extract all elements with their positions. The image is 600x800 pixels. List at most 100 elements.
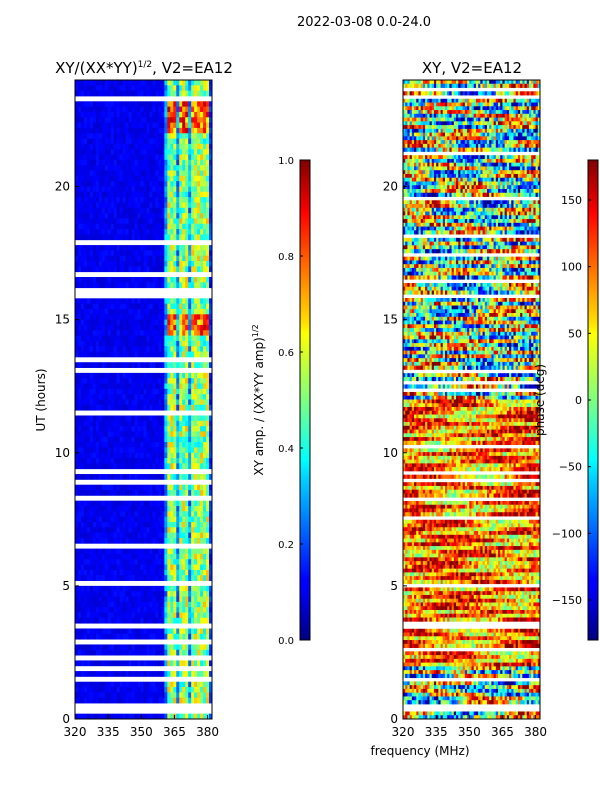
heatmap-cell bbox=[152, 298, 156, 305]
heatmap-cell bbox=[167, 282, 171, 289]
heatmap-cell bbox=[206, 101, 210, 108]
heatmap-cell bbox=[209, 165, 212, 171]
heatmap-cell bbox=[158, 170, 162, 177]
heatmap-cell bbox=[146, 660, 150, 667]
heatmap-cell bbox=[101, 511, 106, 518]
heatmap-cell bbox=[182, 154, 186, 161]
heatmap-cell bbox=[92, 500, 97, 507]
heatmap-cell bbox=[526, 83, 530, 88]
heatmap-cell bbox=[442, 102, 446, 107]
heatmap-cell bbox=[447, 106, 450, 111]
heatmap-cell bbox=[170, 521, 174, 528]
heatmap-cell bbox=[182, 213, 186, 219]
heatmap-cell bbox=[110, 452, 115, 459]
heatmap-cell bbox=[75, 420, 79, 427]
heatmap-cell bbox=[173, 213, 177, 219]
heatmap-cell bbox=[164, 447, 168, 454]
heatmap-cell bbox=[462, 91, 466, 96]
heatmap-cell bbox=[137, 548, 141, 555]
heatmap-cell bbox=[140, 452, 144, 459]
heatmap-cell bbox=[134, 516, 138, 523]
heatmap-cell bbox=[176, 388, 180, 395]
heatmap-cell bbox=[173, 671, 177, 677]
heatmap-cell bbox=[185, 644, 189, 651]
heatmap-cell bbox=[209, 335, 212, 342]
heatmap-cell bbox=[83, 569, 88, 576]
heatmap-cell bbox=[89, 213, 94, 219]
heatmap-cell bbox=[86, 671, 91, 677]
heatmap-cell bbox=[89, 186, 94, 193]
heatmap-cell bbox=[128, 223, 132, 230]
heatmap-cell bbox=[98, 266, 103, 273]
left-colorbar-ticks: 0.00.20.40.60.81.0 bbox=[278, 156, 303, 647]
heatmap-cell bbox=[92, 277, 97, 283]
heatmap-cell bbox=[438, 91, 441, 96]
heatmap-cell bbox=[95, 266, 100, 273]
heatmap-cell bbox=[197, 308, 201, 315]
heatmap-cell bbox=[104, 564, 109, 571]
heatmap-cell bbox=[101, 80, 106, 86]
heatmap-cell bbox=[146, 165, 150, 171]
heatmap-cell bbox=[119, 452, 124, 459]
heatmap-cell bbox=[83, 692, 88, 699]
heatmap-cell bbox=[116, 202, 121, 209]
heatmap-cell bbox=[206, 692, 210, 699]
heatmap-cell bbox=[143, 372, 147, 379]
heatmap-cell bbox=[146, 633, 150, 640]
heatmap-cell bbox=[134, 537, 138, 544]
heatmap-cell bbox=[149, 346, 153, 352]
heatmap-cell bbox=[411, 83, 415, 88]
heatmap-cell bbox=[98, 628, 103, 635]
heatmap-cell bbox=[140, 250, 144, 257]
heatmap-cell bbox=[182, 527, 186, 534]
heatmap-cell bbox=[152, 250, 156, 257]
heatmap-cell bbox=[176, 277, 180, 283]
heatmap-cell bbox=[185, 697, 189, 704]
heatmap-cell bbox=[134, 351, 138, 358]
heatmap-cell bbox=[188, 133, 192, 139]
heatmap-cell bbox=[83, 159, 88, 166]
heatmap-cell bbox=[140, 463, 144, 470]
heatmap-cell bbox=[170, 127, 174, 134]
heatmap-cell bbox=[200, 234, 204, 241]
heatmap-cell bbox=[158, 154, 162, 161]
heatmap-cell bbox=[134, 394, 138, 400]
heatmap-cell bbox=[191, 351, 195, 358]
heatmap-cell bbox=[131, 85, 135, 92]
heatmap-cell bbox=[161, 463, 165, 470]
heatmap-cell bbox=[203, 303, 207, 310]
heatmap-cell bbox=[444, 80, 448, 85]
heatmap-cell bbox=[209, 484, 212, 491]
heatmap-cell bbox=[200, 458, 204, 464]
heatmap-cell bbox=[167, 628, 171, 635]
heatmap-cell bbox=[104, 697, 109, 704]
heatmap-cell bbox=[92, 255, 97, 262]
heatmap-cell bbox=[77, 612, 82, 619]
heatmap-cell bbox=[194, 692, 198, 699]
heatmap-cell bbox=[209, 213, 212, 219]
heatmap-cell bbox=[86, 266, 91, 273]
heatmap-cell bbox=[140, 314, 144, 321]
heatmap-cell bbox=[146, 229, 150, 235]
heatmap-cell bbox=[86, 431, 91, 438]
heatmap-cell bbox=[77, 548, 82, 555]
heatmap-cell bbox=[128, 362, 132, 368]
heatmap-cell bbox=[149, 372, 153, 379]
heatmap-cell bbox=[433, 106, 437, 111]
heatmap-cell bbox=[164, 442, 168, 448]
heatmap-cell bbox=[140, 612, 144, 619]
heatmap-cell bbox=[167, 484, 171, 491]
heatmap-cell bbox=[467, 98, 470, 103]
heatmap-cell bbox=[209, 426, 212, 432]
heatmap-cell bbox=[119, 138, 124, 145]
heatmap-cell bbox=[140, 218, 144, 225]
heatmap-cell bbox=[191, 133, 195, 139]
heatmap-cell bbox=[137, 420, 141, 427]
heatmap-cell bbox=[155, 687, 159, 693]
heatmap-cell bbox=[140, 548, 144, 555]
heatmap-cell bbox=[158, 122, 162, 129]
heatmap-cell bbox=[158, 527, 162, 534]
heatmap-cell bbox=[206, 197, 210, 203]
heatmap-cell bbox=[155, 191, 159, 198]
heatmap-cell bbox=[161, 585, 165, 592]
